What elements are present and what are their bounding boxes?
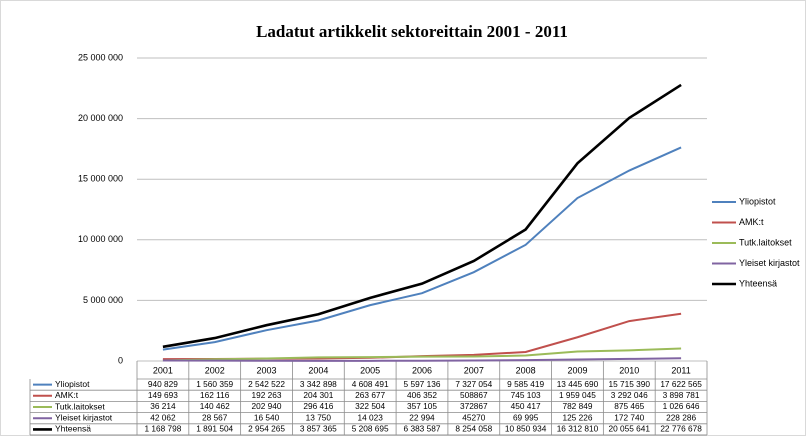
table-row-label: Tutk.laitokset <box>55 401 105 411</box>
legend-label: Tutk.laitokset <box>739 237 792 247</box>
table-cell: 228 286 <box>666 412 696 422</box>
table-row-label: Yliopistot <box>55 379 90 389</box>
x-tick-label: 2002 <box>205 365 225 375</box>
table-cell: 3 898 781 <box>663 390 700 400</box>
table-cell: 3 342 898 <box>300 379 337 389</box>
table-cell: 202 940 <box>252 401 282 411</box>
table-row-label: Yleiset kirjastot <box>55 412 113 422</box>
legend-label: AMK:t <box>739 217 764 227</box>
table-cell: 192 263 <box>252 390 282 400</box>
y-tick-label: 0 <box>118 355 123 365</box>
table-cell: 508867 <box>460 390 488 400</box>
table-cell: 745 103 <box>511 390 541 400</box>
x-tick-label: 2003 <box>257 365 277 375</box>
table-cell: 36 214 <box>150 401 176 411</box>
table-cell: 125 226 <box>562 412 592 422</box>
line-series <box>162 357 682 362</box>
y-tick-label: 10 000 000 <box>78 234 123 244</box>
table-cell: 372867 <box>460 401 488 411</box>
table-cell: 1 959 045 <box>559 390 596 400</box>
table-row-label: AMK:t <box>55 390 79 400</box>
table-cell: 782 849 <box>562 401 592 411</box>
x-tick-label: 2011 <box>671 365 690 375</box>
table-cell: 28 567 <box>202 412 228 422</box>
x-tick-label: 2008 <box>516 365 536 375</box>
table-cell: 204 301 <box>303 390 333 400</box>
x-tick-label: 2009 <box>567 365 587 375</box>
table-cell: 16 312 810 <box>557 424 599 434</box>
table-cell: 940 829 <box>148 379 178 389</box>
table-cell: 69 995 <box>513 412 539 422</box>
x-tick-label: 2001 <box>153 365 173 375</box>
table-cell: 1 168 798 <box>144 424 181 434</box>
table-cell: 7 327 054 <box>455 379 492 389</box>
table-cell: 450 417 <box>511 401 541 411</box>
table-cell: 149 693 <box>148 390 178 400</box>
chart-title: Ladatut artikkelit sektoreittain 2001 - … <box>256 22 568 41</box>
table-cell: 6 383 587 <box>404 424 441 434</box>
table-cell: 14 023 <box>357 412 383 422</box>
line-series <box>162 347 682 362</box>
table-cell: 3 292 046 <box>611 390 648 400</box>
table-cell: 172 740 <box>614 412 644 422</box>
x-tick-label: 2010 <box>619 365 639 375</box>
table-cell: 2 954 265 <box>248 424 285 434</box>
table-cell: 162 116 <box>200 390 230 400</box>
table-cell: 8 254 058 <box>455 424 492 434</box>
table-cell: 3 857 365 <box>300 424 337 434</box>
table-cell: 16 540 <box>254 412 280 422</box>
table-cell: 22 994 <box>409 412 435 422</box>
table-cell: 10 850 934 <box>505 424 547 434</box>
y-tick-label: 15 000 000 <box>78 174 123 184</box>
line-series <box>162 83 682 349</box>
table-cell: 5 597 136 <box>404 379 441 389</box>
table-cell: 263 677 <box>355 390 385 400</box>
table-cell: 5 208 695 <box>352 424 389 434</box>
table-cell: 140 462 <box>200 401 230 411</box>
table-cell: 875 465 <box>614 401 644 411</box>
table-cell: 406 352 <box>407 390 437 400</box>
table-cell: 357 105 <box>407 401 437 411</box>
table-cell: 17 622 565 <box>660 379 702 389</box>
table-cell: 9 585 419 <box>507 379 544 389</box>
table-cell: 296 416 <box>303 401 333 411</box>
table-cell: 13 445 690 <box>557 379 599 389</box>
y-tick-label: 25 000 000 <box>78 52 123 62</box>
table-cell: 20 055 641 <box>609 424 651 434</box>
table-cell: 15 715 390 <box>609 379 651 389</box>
legend-label: Yliopistot <box>739 196 776 206</box>
table-cell: 1 026 646 <box>663 401 700 411</box>
y-tick-label: 5 000 000 <box>83 295 123 305</box>
legend-label: Yhteensä <box>739 278 777 288</box>
y-tick-label: 20 000 000 <box>78 113 123 123</box>
x-tick-label: 2004 <box>308 365 328 375</box>
x-tick-label: 2007 <box>464 365 484 375</box>
table-cell: 1 560 359 <box>196 379 233 389</box>
table-cell: 2 542 522 <box>248 379 285 389</box>
table-cell: 22 776 678 <box>660 424 702 434</box>
table-cell: 45270 <box>462 412 485 422</box>
table-cell: 1 891 504 <box>196 424 233 434</box>
table-cell: 322 504 <box>355 401 385 411</box>
table-cell: 42 062 <box>150 412 176 422</box>
table-cell: 4 608 491 <box>352 379 389 389</box>
table-row-label: Yhteensä <box>55 424 91 434</box>
legend-label: Yleiset kirjastot <box>739 258 800 268</box>
line-series <box>162 146 682 351</box>
x-tick-label: 2006 <box>412 365 432 375</box>
table-cell: 13 750 <box>306 412 332 422</box>
x-tick-label: 2005 <box>360 365 380 375</box>
